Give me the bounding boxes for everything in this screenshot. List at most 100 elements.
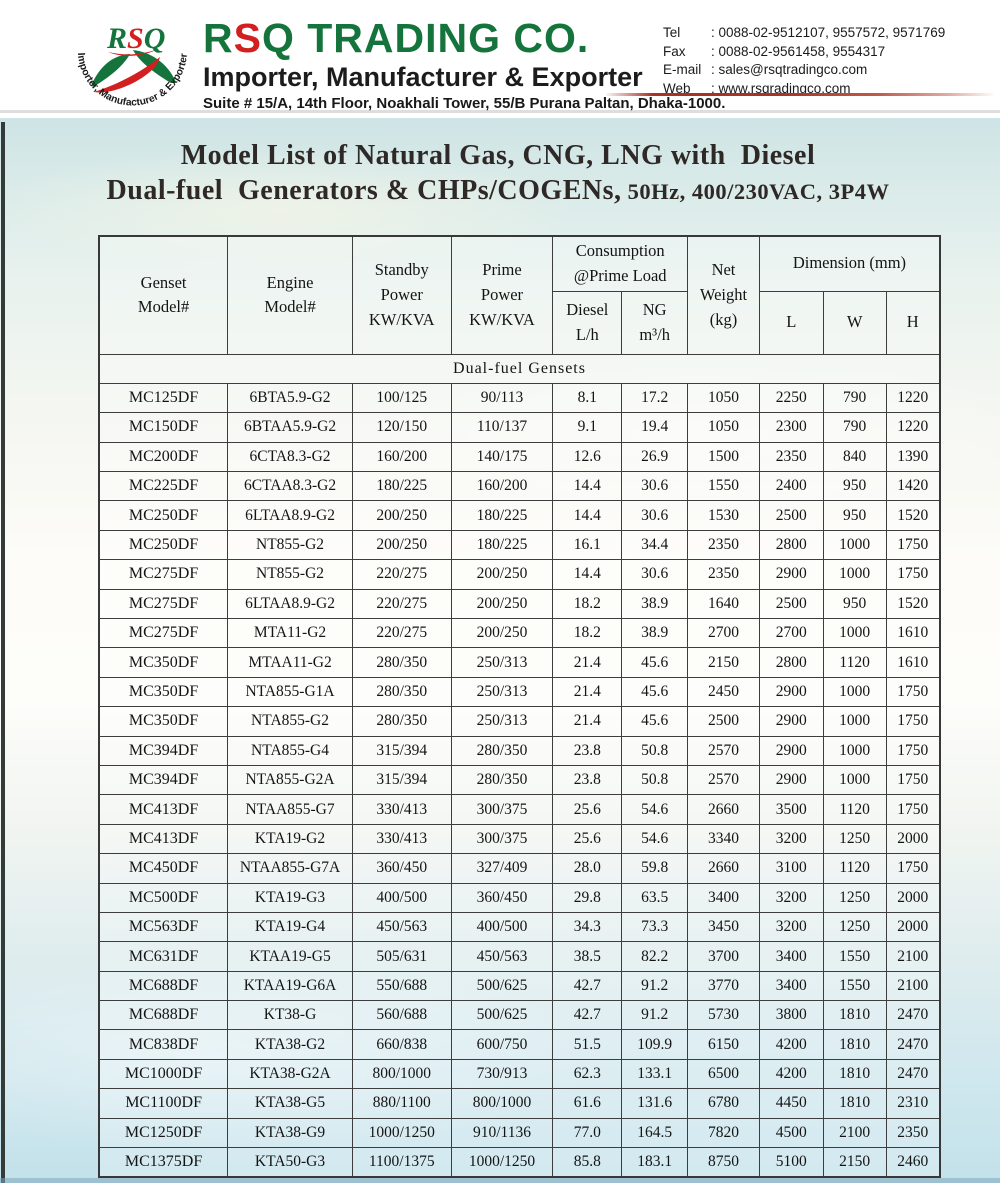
table-cell: 840 xyxy=(822,441,887,473)
table-cell: 1500 xyxy=(687,441,760,473)
table-cell: 2900 xyxy=(758,764,824,796)
table-cell: 200/250 xyxy=(450,559,554,590)
table-cell: 800/1000 xyxy=(450,1088,554,1119)
table-cell: 1550 xyxy=(687,471,760,502)
contact-label: Tel xyxy=(663,25,681,40)
table-cell: 14.4 xyxy=(552,500,623,531)
table-cell: 950 xyxy=(822,500,887,531)
table-cell: MC688DF xyxy=(98,970,229,1002)
table-cell: 3340 xyxy=(687,823,760,855)
table-cell: 1750 xyxy=(885,735,941,766)
contact-row-web: Web : www.rsqradingco.com xyxy=(663,80,993,99)
table-cell: 1000 xyxy=(822,735,887,766)
table-cell: MC200DF xyxy=(98,441,229,473)
table-cell: 2250 xyxy=(758,382,824,414)
table-cell: 7820 xyxy=(687,1117,760,1149)
table-cell: 280/350 xyxy=(450,735,554,766)
table-cell: 250/313 xyxy=(450,647,554,678)
table-cell: 90/113 xyxy=(450,382,554,414)
logo-monogram: RSQ xyxy=(106,22,165,55)
table-cell: 30.6 xyxy=(621,559,689,590)
table-cell: KTA38-G5 xyxy=(227,1088,353,1119)
col-header-dim-l: L xyxy=(758,290,824,355)
table-row: MC350DF MTAA11-G2 280/350 250/313 21.4 45.6 21… xyxy=(98,647,941,678)
table-cell: 1250 xyxy=(822,911,887,943)
table-cell: 450/563 xyxy=(351,911,452,943)
table-cell: 500/625 xyxy=(450,1000,554,1031)
table-cell: KTA19-G2 xyxy=(227,823,353,855)
table-cell: 109.9 xyxy=(621,1029,689,1060)
table-cell: 3200 xyxy=(758,911,824,943)
section-label: Dual-fuel Gensets xyxy=(98,353,941,384)
table-cell: 131.6 xyxy=(621,1088,689,1119)
table-row: MC250DF NT855-G2 200/250 180/225 16.1 34.4 235… xyxy=(98,529,941,561)
table-cell: 29.8 xyxy=(552,882,623,913)
table-cell: 910/1136 xyxy=(450,1117,554,1149)
table-row: MC413DF KTA19-G2 330/413 300/375 25.6 54.6 334… xyxy=(98,823,941,855)
table-cell: 6780 xyxy=(687,1088,760,1119)
table-cell: KTA19-G3 xyxy=(227,882,353,913)
table-cell: MC250DF xyxy=(98,500,229,531)
table-row: MC275DF MTA11-G2 220/275 200/250 18.2 38.9 270… xyxy=(98,618,941,649)
table-cell: 1750 xyxy=(885,706,941,737)
table-cell: 2570 xyxy=(687,764,760,796)
table-cell: 1550 xyxy=(822,970,887,1002)
table-cell: NTA855-G1A xyxy=(227,676,353,708)
table-cell: 2800 xyxy=(758,529,824,561)
table-cell: 51.5 xyxy=(552,1029,623,1060)
table-cell: MC631DF xyxy=(98,941,229,972)
table-cell: 400/500 xyxy=(351,882,452,913)
table-cell: MC150DF xyxy=(98,412,229,443)
section-header-row: Dual-fuel Gensets xyxy=(98,353,941,384)
table-cell: NTA855-G2A xyxy=(227,764,353,796)
table-cell: 360/450 xyxy=(450,882,554,913)
table-cell: MC688DF xyxy=(98,1000,229,1031)
table-cell: 560/688 xyxy=(351,1000,452,1031)
table-cell: 6LTAA8.9-G2 xyxy=(227,500,353,531)
table-cell: 1750 xyxy=(885,853,941,884)
table-cell: 45.6 xyxy=(621,647,689,678)
table-cell: 1750 xyxy=(885,529,941,561)
table-cell: 19.4 xyxy=(621,412,689,443)
table-cell: 1120 xyxy=(822,853,887,884)
table-cell: 3770 xyxy=(687,970,760,1002)
table-cell: 300/375 xyxy=(450,823,554,855)
table-cell: 250/313 xyxy=(450,706,554,737)
table-cell: 1520 xyxy=(885,500,941,531)
table-cell: MC413DF xyxy=(98,823,229,855)
table-cell: 3200 xyxy=(758,823,824,855)
table-cell: 120/150 xyxy=(351,412,452,443)
table-cell: 6LTAA8.9-G2 xyxy=(227,588,353,620)
contact-value: : sales@rsqtradingco.com xyxy=(711,62,868,77)
company-tagline: Importer, Manufacturer & Exporter xyxy=(203,62,643,92)
table-row: MC394DF NTA855-G2A 315/394 280/350 23.8 50.8 2… xyxy=(98,764,941,796)
table-cell: KTA38-G2A xyxy=(227,1058,353,1090)
table-cell: 2900 xyxy=(758,559,824,590)
table-cell: 164.5 xyxy=(621,1117,689,1149)
table-cell: 2500 xyxy=(758,500,824,531)
table-row: MC200DF 6CTA8.3-G2 160/200 140/175 12.6 26.9 1… xyxy=(98,441,941,473)
table-cell: 1050 xyxy=(687,382,760,414)
table-cell: 200/250 xyxy=(450,588,554,620)
table-cell: KTAA19-G6A xyxy=(227,970,353,1002)
table-cell: 180/225 xyxy=(351,471,452,502)
table-cell: 2700 xyxy=(687,618,760,649)
table-cell: 5730 xyxy=(687,1000,760,1031)
table-cell: 790 xyxy=(822,412,887,443)
brand-block: RSQ TRADING CO. Importer, Manufacturer &… xyxy=(203,18,725,113)
table-cell: 1250 xyxy=(822,823,887,855)
table-cell: 8750 xyxy=(687,1147,760,1178)
table-cell: 1220 xyxy=(885,412,941,443)
table-cell: 45.6 xyxy=(621,706,689,737)
table-cell: 2000 xyxy=(885,911,941,943)
table-row: MC275DF NT855-G2 220/275 200/250 14.4 30.6 235… xyxy=(98,559,941,590)
table-cell: 6BTAA5.9-G2 xyxy=(227,412,353,443)
table-cell: 1750 xyxy=(885,764,941,796)
contact-value: : 0088-02-9512107, 9557572, 9571769 xyxy=(711,25,946,40)
table-cell: 1000 xyxy=(822,529,887,561)
table-cell: KTA38-G9 xyxy=(227,1117,353,1149)
col-header-engine-model: Engine Model# xyxy=(227,235,353,355)
letterhead: RSQ Importer, Manufacturer & Exporter RS… xyxy=(0,0,1000,118)
table-cell: 1810 xyxy=(822,1088,887,1119)
contact-row-fax: Fax : 0088-02-9561458, 9554317 xyxy=(663,43,993,62)
